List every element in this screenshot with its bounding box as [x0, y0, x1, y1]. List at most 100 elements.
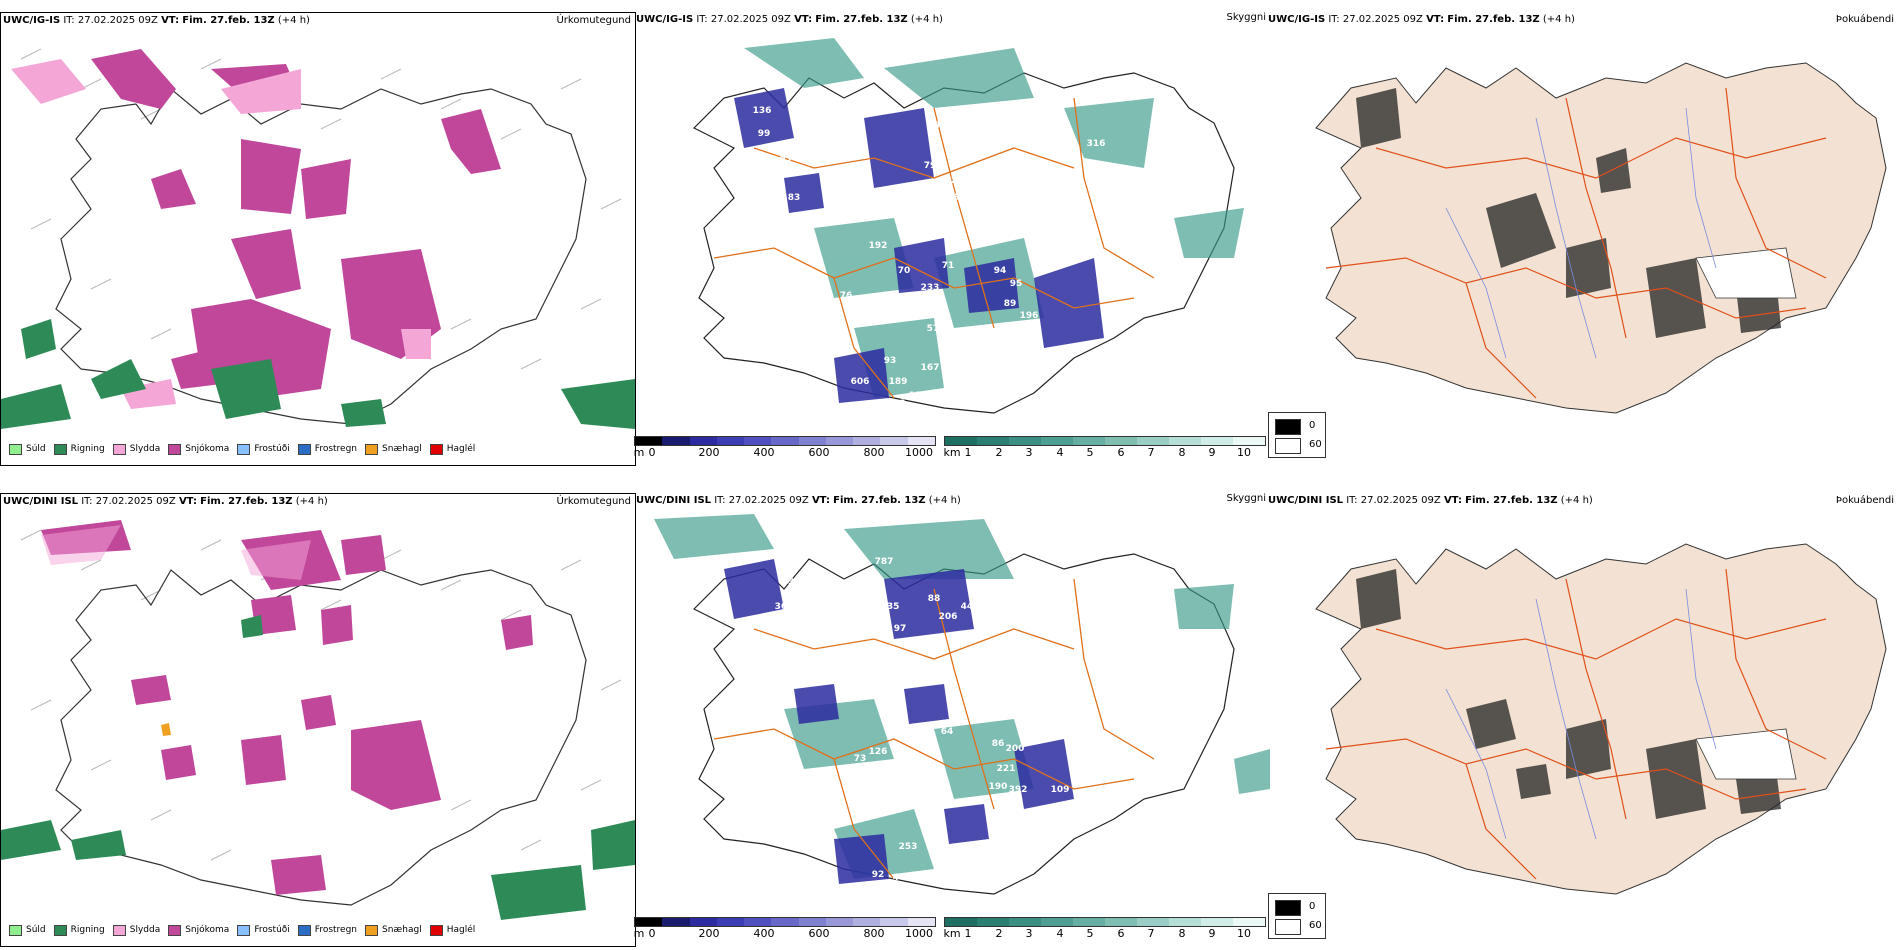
map-label: 108	[887, 399, 906, 409]
fog-key-swatch-60	[1275, 438, 1301, 454]
map-label: 31	[818, 317, 831, 327]
map-label: 200	[1006, 744, 1025, 754]
visibility-ticks: km 1 2 3 4 5 6 7 8 9 10	[943, 446, 1266, 459]
visibility-bar	[944, 436, 1266, 446]
map-label: 43	[1060, 349, 1073, 359]
fog-key-swatch-60	[1275, 919, 1301, 935]
precip-map	[1, 520, 635, 920]
tick-label: 5	[1086, 927, 1094, 940]
cloud-base-colorbar: m 0 200 400 600 800 1000	[634, 436, 936, 459]
fog-key-label: 0	[1309, 420, 1316, 431]
legend-item-hail: Haglél	[429, 443, 475, 455]
map-label: 92	[872, 870, 885, 880]
tick-label: 9	[1208, 446, 1216, 459]
legend-item-snow: Snjókoma	[168, 924, 229, 936]
legend-item-drizzle: Súld	[9, 443, 46, 455]
map-label: 71	[942, 261, 955, 271]
map-label: 70	[898, 266, 911, 276]
fog-key-1: 0 60	[1268, 412, 1326, 458]
map-label: 102	[875, 652, 894, 662]
tick-label: 9	[1208, 927, 1216, 940]
visibility-bar	[944, 917, 1266, 927]
tick-label: 6	[1117, 446, 1125, 459]
tick-label: 200	[698, 446, 720, 459]
visibility-colorbar: km 1 2 3 4 5 6 7 8 9 10	[943, 436, 1266, 459]
map-label: 261	[965, 166, 984, 176]
map-label: 95	[1010, 279, 1023, 289]
unit-label: m	[634, 927, 645, 940]
legend-item-snow-pellets: Snæhagl	[365, 924, 422, 936]
tick-label: 7	[1147, 446, 1155, 459]
map-label: 606	[851, 377, 870, 387]
map-label: 73	[854, 754, 867, 764]
map-label: 92	[808, 251, 821, 261]
ceiling-visibility-panel-1: UWC/IG-IS IT: 27.02.2025 09Z VT: Fim. 27…	[634, 12, 1270, 464]
cloud-base-bar	[634, 436, 936, 446]
precip-type-panel-1: UWC/IG-IS IT: 27.02.2025 09Z VT: Fim. 27…	[0, 12, 636, 466]
tick-label: 1000	[905, 446, 933, 459]
map-label: 98	[798, 166, 811, 176]
unit-label: km	[943, 446, 961, 459]
legend-item-freezing-drizzle: Frostúði	[237, 924, 290, 936]
tick-label: 4	[1056, 927, 1064, 940]
tick-label: 4	[1056, 446, 1064, 459]
map-label: 221	[997, 764, 1016, 774]
map-label: 226	[945, 176, 964, 186]
tick-label: 2	[995, 927, 1003, 940]
map-label: 64	[941, 727, 954, 737]
fog-key-label: 60	[1309, 439, 1322, 450]
cloud-base-ticks: m 0 200 400 600 800 1000	[634, 446, 936, 459]
legend-item-rain: Rigning	[53, 443, 105, 455]
map-label: 79	[924, 161, 937, 171]
map-label: 190	[989, 782, 1008, 792]
map-label: 99	[758, 129, 771, 139]
panel-name: Úrkomutegund	[556, 496, 631, 507]
tick-label: 600	[808, 927, 830, 940]
map-label: 86	[992, 739, 1005, 749]
map-label: 206	[939, 612, 958, 622]
fog-key-label: 0	[1309, 901, 1316, 912]
map-label: 196	[1020, 311, 1039, 321]
tick-label: 6	[1117, 927, 1125, 940]
fog-key-swatch-0	[1275, 419, 1301, 435]
legend-item-sleet: Slydda	[112, 924, 160, 936]
legend-item-drizzle: Súld	[9, 924, 46, 936]
map-label: 167	[921, 363, 940, 373]
tick-label: 400	[753, 927, 775, 940]
map-label: 316	[1087, 139, 1106, 149]
fog-map	[1315, 62, 1887, 414]
tick-label: 800	[863, 446, 885, 459]
tick-label: 600	[808, 446, 830, 459]
map-label: 576	[927, 324, 946, 334]
fog-key-2: 0 60	[1268, 893, 1326, 939]
panel-name: Skyggni	[1226, 12, 1266, 23]
panel-title: UWC/DINI ISL IT: 27.02.2025 09Z VT: Fim.…	[1268, 495, 1593, 506]
map-label: 189	[889, 377, 908, 387]
visibility-map: 136 99 77 98 83 268 69 79 226 261 153 31…	[692, 38, 1244, 414]
panel-name: Skyggni	[1226, 493, 1266, 504]
unit-label: m	[634, 446, 645, 459]
map-label: 83	[788, 193, 801, 203]
legend-item-snow-pellets: Snæhagl	[365, 443, 422, 455]
map-label: 97	[894, 624, 907, 634]
fog-key-swatch-0	[1275, 900, 1301, 916]
fog-key-label: 60	[1309, 920, 1322, 931]
legend-item-freezing-drizzle: Frostúði	[237, 443, 290, 455]
map-label: 192	[869, 241, 888, 251]
panel-title: UWC/IG-IS IT: 27.02.2025 09Z VT: Fim. 27…	[1268, 14, 1575, 25]
map-label: 845	[911, 798, 930, 808]
tick-label: 8	[1178, 446, 1186, 459]
cloud-base-colorbar: m 0 200 400 600 800 1000	[634, 917, 936, 940]
map-label: 135	[881, 602, 900, 612]
tick-label: 3	[1025, 927, 1033, 940]
tick-label: 2	[995, 446, 1003, 459]
map-label: 89	[1004, 299, 1017, 309]
map-label: 253	[899, 842, 918, 852]
panel-title: UWC/IG-IS IT: 27.02.2025 09Z VT: Fim. 27…	[3, 15, 310, 26]
map-label: 386	[821, 532, 840, 542]
map-label: 77	[780, 156, 793, 166]
tick-label: 400	[753, 446, 775, 459]
map-label: 88	[928, 594, 941, 604]
tick-label: 1	[964, 927, 972, 940]
legend-item-snow: Snjókoma	[168, 443, 229, 455]
